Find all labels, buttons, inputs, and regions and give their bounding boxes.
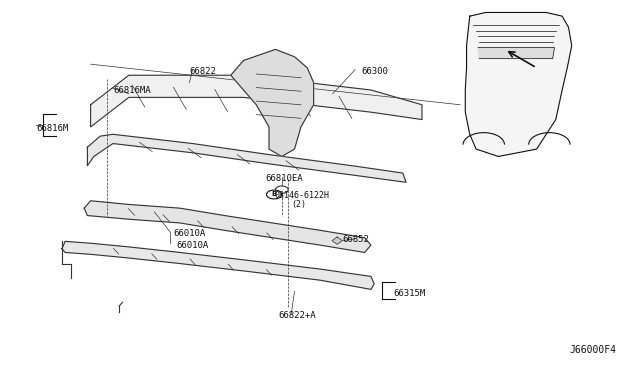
Polygon shape — [332, 237, 342, 244]
Text: 66852: 66852 — [342, 235, 369, 244]
Text: 66315M: 66315M — [394, 289, 426, 298]
Polygon shape — [478, 48, 554, 59]
Text: J66000F4: J66000F4 — [570, 345, 616, 355]
Text: 66010A: 66010A — [173, 230, 205, 238]
Text: 66816M: 66816M — [36, 124, 68, 133]
Polygon shape — [62, 241, 374, 289]
Text: 66810EA: 66810EA — [266, 174, 303, 183]
Polygon shape — [465, 13, 572, 157]
Polygon shape — [84, 201, 371, 253]
Text: 66010A: 66010A — [177, 241, 209, 250]
Text: 66822: 66822 — [189, 67, 216, 76]
Polygon shape — [231, 49, 314, 157]
Circle shape — [275, 186, 288, 193]
Text: 66822+A: 66822+A — [278, 311, 316, 320]
Text: 66300: 66300 — [362, 67, 388, 76]
Circle shape — [266, 190, 282, 199]
Text: 08146-6122H: 08146-6122H — [274, 191, 329, 200]
Text: 66816MA: 66816MA — [113, 86, 150, 94]
Polygon shape — [88, 134, 406, 182]
Text: (2): (2) — [291, 200, 307, 209]
Polygon shape — [91, 75, 422, 127]
Text: B: B — [271, 192, 276, 198]
